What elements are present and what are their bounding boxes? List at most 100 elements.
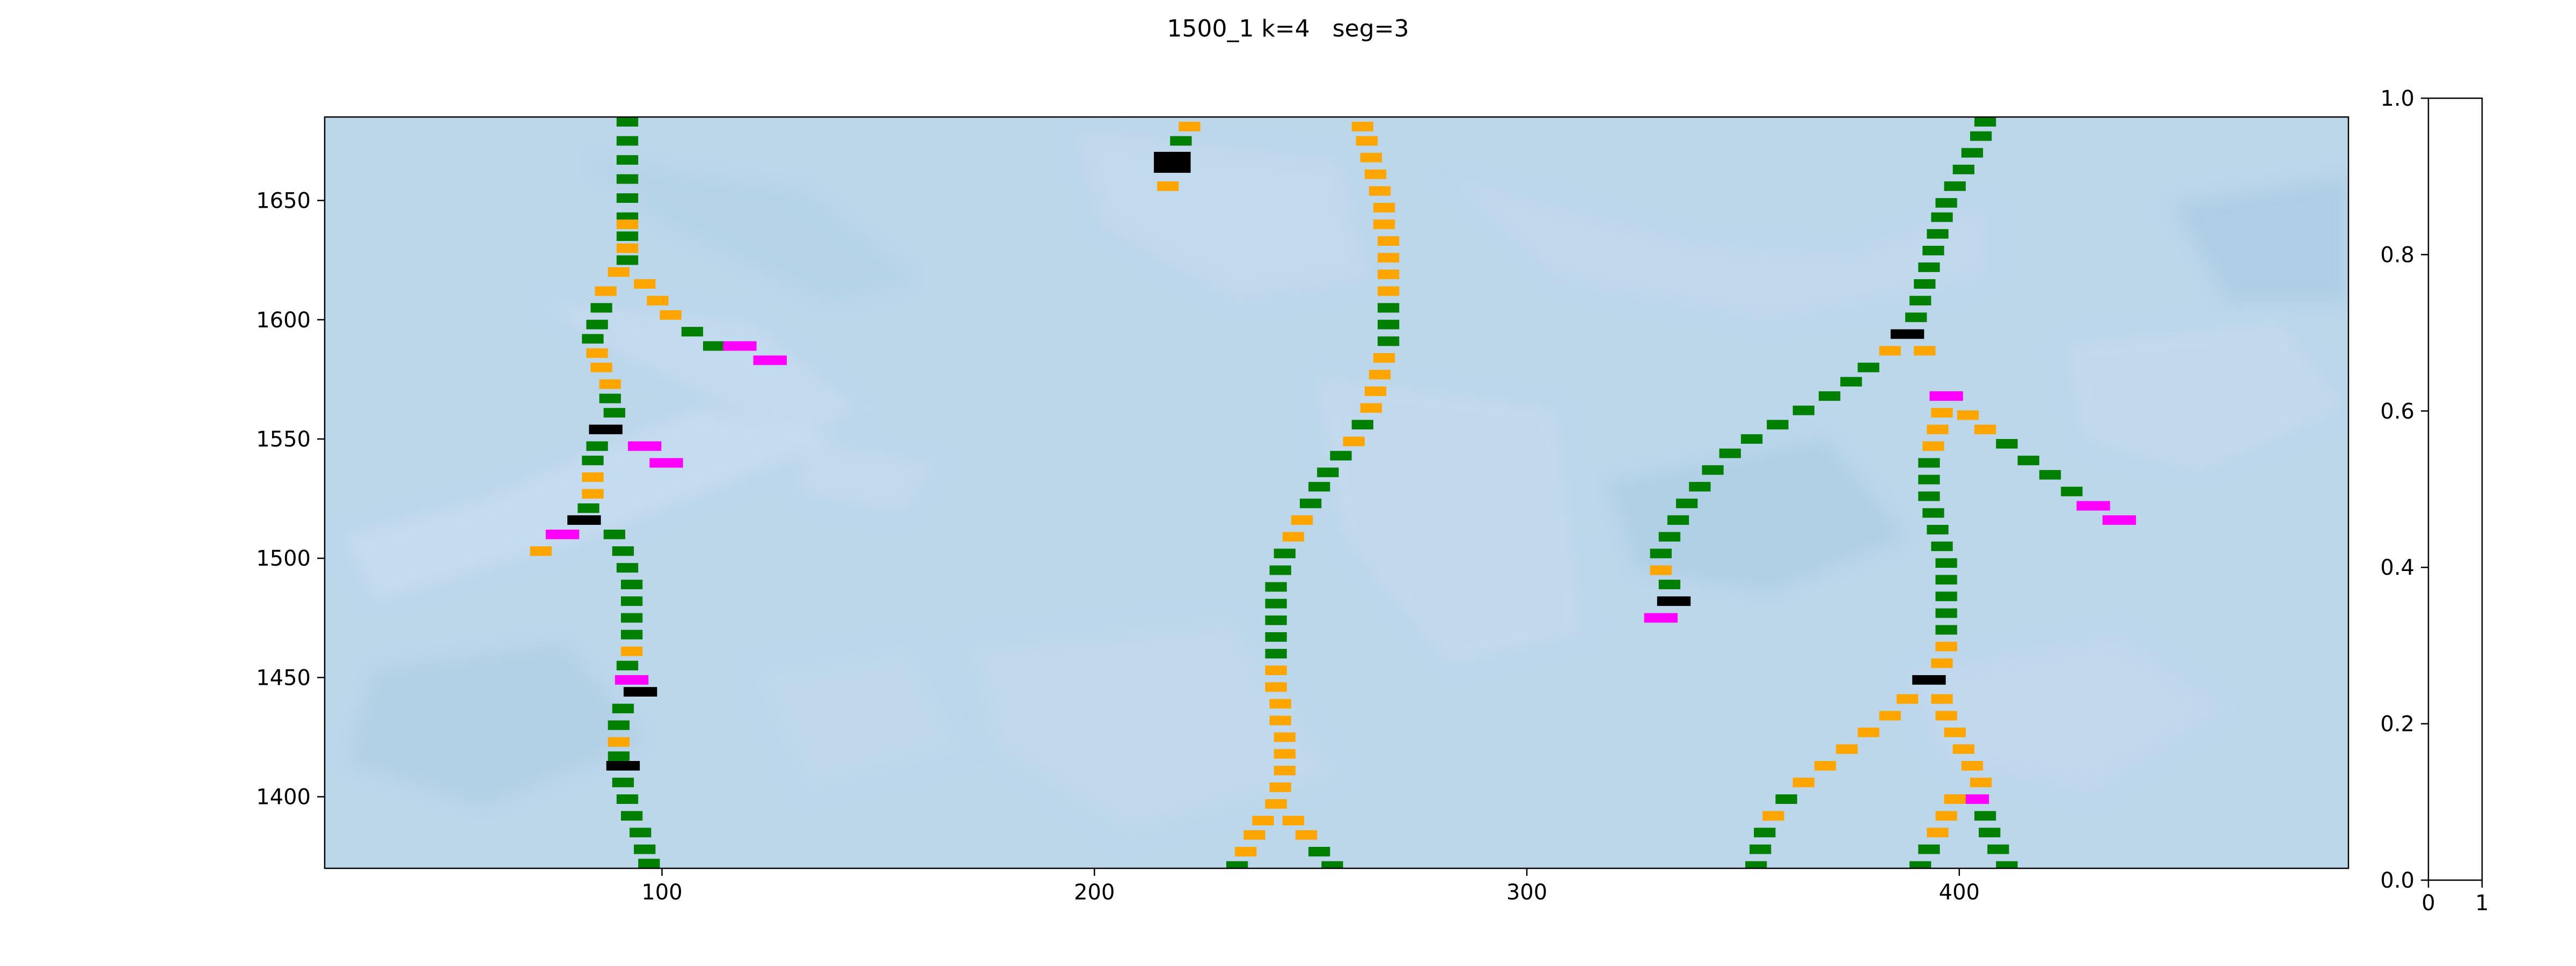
cell-orange bbox=[1360, 403, 1382, 413]
cell-green bbox=[1745, 861, 1767, 868]
cell-green bbox=[586, 319, 608, 330]
cell-orange bbox=[1265, 665, 1287, 675]
cell-orange bbox=[1269, 782, 1291, 792]
cell-green bbox=[1702, 465, 1724, 475]
cell-orange bbox=[1269, 699, 1291, 709]
cell-green bbox=[616, 563, 639, 573]
cell-orange bbox=[660, 310, 682, 320]
cell-green bbox=[1658, 532, 1681, 542]
cell-green bbox=[1330, 451, 1352, 460]
cell-green bbox=[582, 456, 604, 465]
y-tick-label: 1450 bbox=[256, 665, 311, 690]
cell-orange bbox=[590, 362, 612, 372]
cell-green bbox=[1935, 608, 1957, 618]
cell-green bbox=[1265, 598, 1287, 609]
cell-green bbox=[1931, 541, 1953, 551]
cell-orange bbox=[1961, 761, 1984, 771]
cell-green bbox=[1351, 420, 1373, 430]
cell-orange bbox=[1836, 744, 1858, 754]
cell-green bbox=[1840, 377, 1862, 387]
cell-orange bbox=[1373, 203, 1395, 213]
cell-magenta bbox=[545, 529, 580, 539]
cell-orange bbox=[595, 286, 617, 296]
cell-orange bbox=[1364, 169, 1387, 179]
cell-green bbox=[681, 327, 704, 336]
cell-green bbox=[608, 751, 630, 761]
cell-orange bbox=[647, 296, 669, 306]
cell-orange bbox=[616, 243, 639, 253]
cell-green bbox=[1922, 246, 1944, 255]
y-tick-label: 1500 bbox=[256, 546, 311, 571]
y-tick-label: 1600 bbox=[256, 308, 311, 333]
cell-green bbox=[1961, 148, 1984, 158]
cell-green bbox=[1935, 558, 1957, 568]
cell-orange bbox=[1282, 816, 1305, 825]
y-tick-label: 1400 bbox=[256, 785, 311, 810]
cell-orange bbox=[599, 379, 621, 389]
cell-magenta bbox=[649, 458, 683, 468]
cell-orange bbox=[608, 267, 630, 277]
cell-green bbox=[582, 334, 604, 344]
axes-frame bbox=[324, 116, 2350, 869]
cell-green bbox=[1308, 482, 1330, 492]
cell-green bbox=[1265, 615, 1287, 625]
cell-green bbox=[1818, 391, 1841, 401]
cell-green bbox=[2039, 470, 2061, 480]
cell-green bbox=[1952, 164, 1974, 174]
cell-green bbox=[616, 174, 639, 184]
x-tick-label: 200 bbox=[1074, 880, 1115, 905]
colorbar-tick-label: 1.0 bbox=[2380, 86, 2414, 111]
cell-green bbox=[608, 720, 630, 730]
x-tick-label: 100 bbox=[641, 880, 682, 905]
cell-orange bbox=[1879, 711, 1901, 721]
cell-orange bbox=[1944, 794, 1966, 804]
cell-orange bbox=[1291, 515, 1313, 525]
cell-black bbox=[606, 761, 640, 771]
cell-magenta bbox=[614, 675, 649, 685]
cell-green bbox=[2017, 456, 2039, 465]
cell-green bbox=[1935, 625, 1957, 635]
cell-green bbox=[634, 844, 656, 854]
cell-orange bbox=[1378, 269, 1400, 280]
cell-orange bbox=[1378, 286, 1400, 296]
cell-green bbox=[1775, 794, 1797, 804]
cell-green bbox=[1650, 548, 1672, 559]
cell-orange bbox=[1931, 658, 1953, 668]
cell-green bbox=[1321, 861, 1343, 868]
cell-black bbox=[589, 425, 623, 435]
cell-green bbox=[1935, 591, 1957, 602]
cell-green bbox=[1740, 434, 1763, 444]
cell-orange bbox=[1373, 353, 1395, 363]
cell-green bbox=[703, 341, 725, 351]
cell-orange bbox=[1265, 799, 1287, 809]
cell-orange bbox=[1857, 727, 1879, 737]
cell-green bbox=[1308, 847, 1330, 857]
cell-green bbox=[1914, 279, 1936, 289]
colorbar-tick-label: 0.2 bbox=[2380, 712, 2414, 737]
cell-green bbox=[612, 704, 634, 714]
colorbar-x-tick-label: 1 bbox=[2475, 891, 2489, 916]
colorbar-ticks: 0.0 0.2 0.4 0.6 0.8 1.0 0 1 bbox=[2380, 86, 2489, 916]
cell-green bbox=[638, 859, 660, 868]
cell-green bbox=[1918, 474, 1940, 485]
cell-orange bbox=[1922, 441, 1944, 451]
cell-orange bbox=[1364, 386, 1387, 396]
cell-green bbox=[630, 828, 652, 838]
cell-green bbox=[1987, 844, 2009, 854]
cell-green bbox=[1317, 467, 1339, 478]
cell-green bbox=[1265, 649, 1287, 658]
cell-green bbox=[1658, 580, 1681, 589]
cell-green bbox=[1909, 296, 1931, 306]
cell-green bbox=[1378, 336, 1400, 346]
cell-green bbox=[1927, 229, 1949, 239]
cell-orange bbox=[1252, 816, 1274, 825]
cell-magenta bbox=[723, 341, 757, 351]
cell-green bbox=[616, 231, 639, 241]
cell-orange bbox=[1974, 425, 1996, 435]
cell-orange bbox=[1957, 410, 1979, 420]
cell-green bbox=[1265, 632, 1287, 642]
cell-orange bbox=[1274, 732, 1296, 742]
colorbar-tick-label: 0.4 bbox=[2380, 555, 2414, 580]
cell-green bbox=[1918, 262, 1940, 272]
cell-green bbox=[1905, 312, 1927, 323]
